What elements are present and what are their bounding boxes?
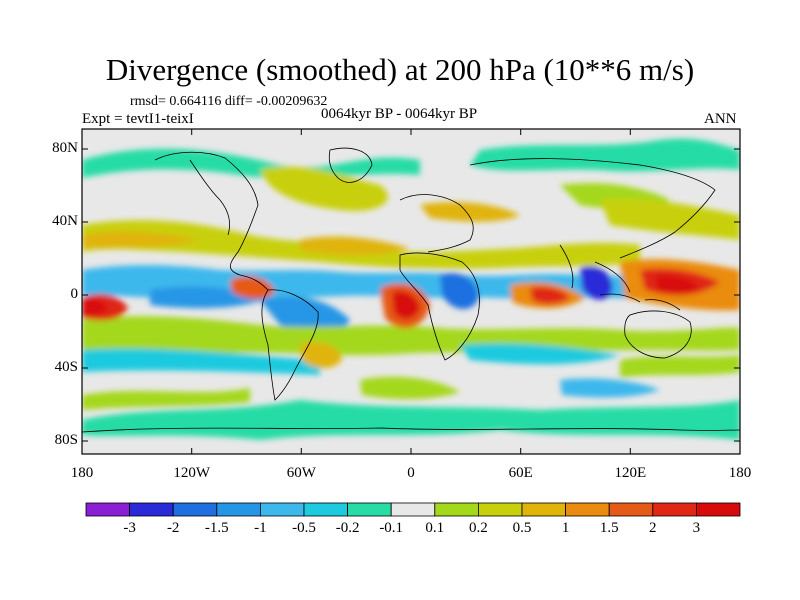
figure-title: Divergence (smoothed) at 200 hPa (10**6 … <box>105 52 695 87</box>
y-tick-label: 40N <box>52 213 78 229</box>
x-tick-marks <box>81 129 741 454</box>
colorbar-label: -0.5 <box>292 520 316 536</box>
period-label: 0064kyr BP - 0064kyr BP <box>321 106 478 122</box>
colorbar-swatch <box>347 502 392 517</box>
x-tick-label: 120E <box>614 465 647 481</box>
colorbar-swatch <box>477 502 523 517</box>
y-tick-label: 80S <box>54 432 78 448</box>
colorbar-swatch <box>434 502 479 517</box>
colorbar-swatch <box>652 502 697 517</box>
colorbar-swatch <box>521 502 566 517</box>
colorbar-swatch <box>565 502 610 517</box>
colorbar-swatch <box>259 502 305 517</box>
colorbar-swatch <box>303 502 348 517</box>
colorbar-swatch <box>129 502 174 517</box>
colorbar-swatch <box>608 502 654 517</box>
experiment-label: Expt = tevtI1-teixI <box>82 111 194 127</box>
colorbar-label: 1 <box>561 520 570 536</box>
colorbar-label: 0.5 <box>512 520 532 536</box>
y-tick-marks <box>82 148 740 442</box>
colorbar-label: 0.1 <box>425 520 445 536</box>
colorbar-swatch <box>390 502 436 517</box>
x-tick-label: 180 <box>728 465 752 481</box>
x-tick-label: 120W <box>173 465 211 481</box>
colorbar-label: 2 <box>649 520 657 536</box>
divergence-field <box>82 138 740 440</box>
stats-text: rmsd= 0.664116 diff= -0.00209632 <box>130 94 328 109</box>
colorbar-swatch <box>216 502 261 517</box>
colorbar-label: -1 <box>254 520 267 536</box>
y-tick-label: 80N <box>52 140 78 156</box>
colorbar-label: -0.2 <box>335 520 360 536</box>
x-tick-label: 60W <box>286 465 316 481</box>
colorbar <box>85 502 741 517</box>
colorbar-swatch <box>696 502 741 517</box>
x-tick-label: 0 <box>407 465 415 481</box>
colorbar-label: -0.1 <box>379 520 404 536</box>
colorbar-label: 1.5 <box>599 520 619 536</box>
x-tick-label: 60E <box>508 465 533 481</box>
colorbar-label: 3 <box>692 520 701 536</box>
colorbar-label: -3 <box>123 520 136 536</box>
colorbar-label: -2 <box>166 520 180 536</box>
season-label: ANN <box>704 111 737 127</box>
x-tick-label: 180 <box>70 465 94 481</box>
coastlines <box>82 147 740 433</box>
colorbar-swatch <box>172 502 218 517</box>
colorbar-label: -1.5 <box>204 520 229 536</box>
y-tick-label: 40S <box>54 359 78 375</box>
colorbar-label: 0.2 <box>469 520 488 536</box>
y-tick-label: 0 <box>70 286 79 302</box>
colorbar-swatch <box>85 502 130 517</box>
